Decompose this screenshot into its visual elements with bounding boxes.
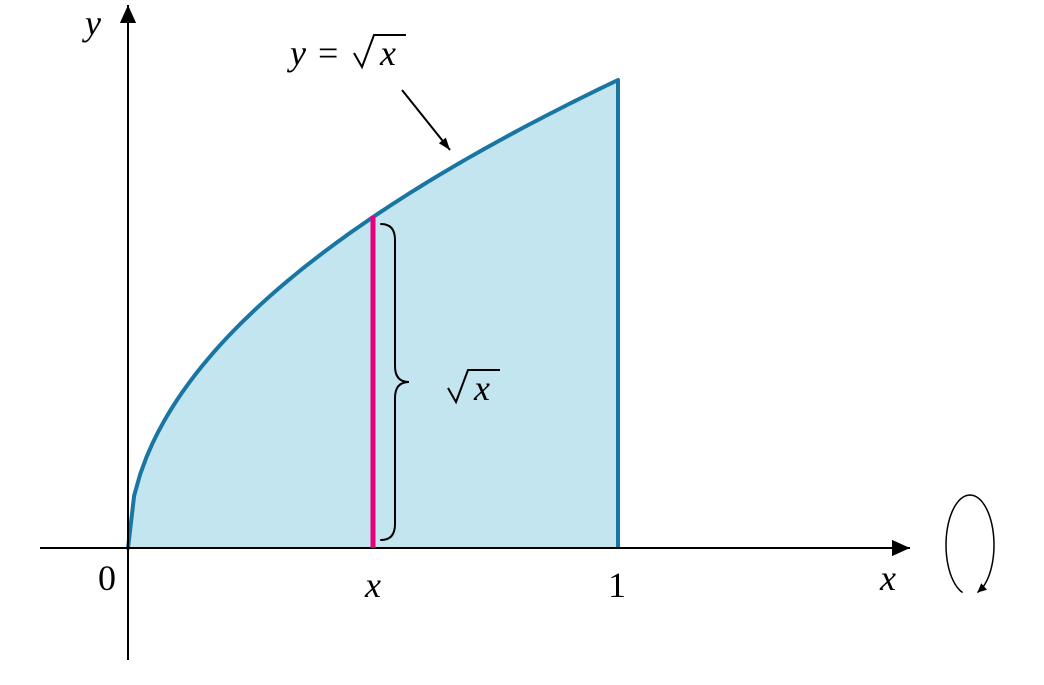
svg-text:y: y <box>287 33 306 73</box>
one-tick-label: 1 <box>608 565 626 605</box>
rotation-arrowhead-icon <box>977 583 987 592</box>
rotation-icon <box>946 495 994 593</box>
y-axis-label: y <box>82 3 101 43</box>
origin-label: 0 <box>98 558 116 598</box>
x-tick-label: x <box>364 565 381 605</box>
x-axis-arrowhead-icon <box>892 540 910 556</box>
diagram-svg: y x 0 x 1 y = x x <box>0 0 1044 685</box>
y-axis-arrowhead-icon <box>120 5 136 23</box>
svg-text:=: = <box>318 33 338 73</box>
svg-text:x: x <box>473 368 490 408</box>
x-axis-label: x <box>879 558 896 598</box>
svg-text:x: x <box>379 33 396 73</box>
curve-equation-label: y = x <box>287 33 406 73</box>
figure-container: y x 0 x 1 y = x x <box>0 0 1044 685</box>
